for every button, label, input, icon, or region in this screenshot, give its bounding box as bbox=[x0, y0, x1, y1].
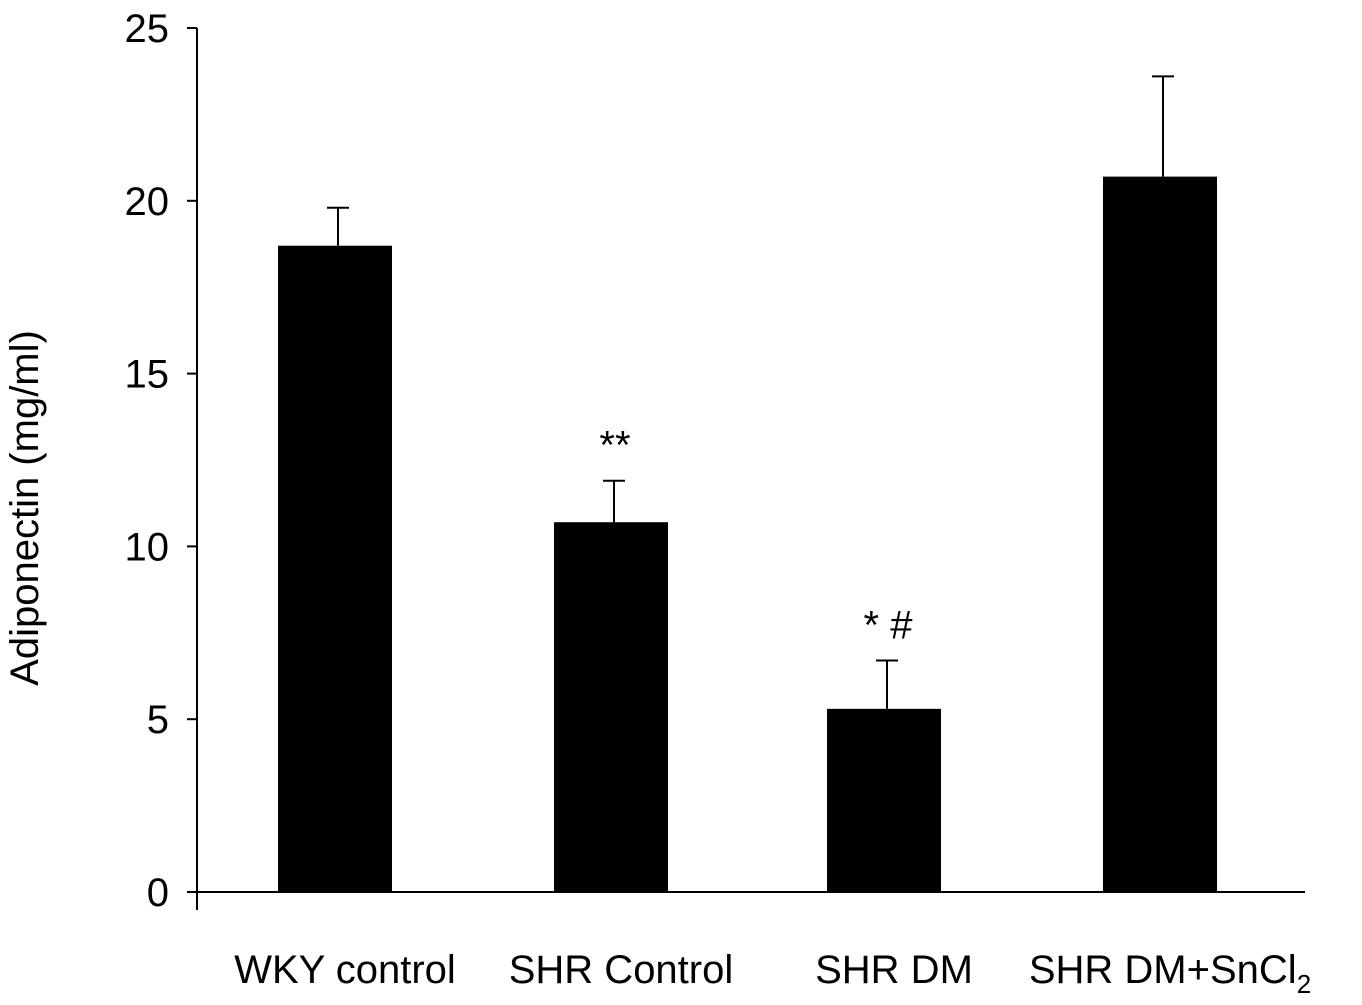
annotations-layer: ** * # bbox=[599, 424, 913, 648]
y-axis-label: Adiponectin (mg/ml) bbox=[3, 330, 47, 686]
x-tick-label: SHR DM+SnCl2 bbox=[1029, 948, 1311, 999]
axes-layer bbox=[196, 28, 1305, 910]
y-tick-label: 0 bbox=[147, 871, 169, 915]
significance-annotation: ** bbox=[599, 424, 630, 468]
x-tick-label-text: WKY control bbox=[234, 948, 456, 992]
x-tick-label-text: SHR DM+SnCl bbox=[1029, 948, 1297, 992]
x-tick-label-text: SHR Control bbox=[509, 948, 734, 992]
y-tick-label: 25 bbox=[125, 7, 170, 51]
bar bbox=[1103, 176, 1217, 892]
bar bbox=[554, 522, 668, 892]
x-tick-label-text: SHR DM bbox=[815, 948, 973, 992]
y-tick-label: 5 bbox=[147, 698, 169, 742]
x-tick-label: SHR Control bbox=[509, 948, 734, 992]
bar bbox=[278, 245, 392, 892]
x-labels-layer: WKY control SHR Control SHR DM SHR DM+SnCl2 bbox=[234, 948, 1311, 999]
x-tick-label: SHR DM bbox=[815, 948, 973, 992]
significance-annotation: * # bbox=[864, 603, 914, 647]
y-tick-label: 10 bbox=[125, 525, 170, 569]
error-bars-layer bbox=[327, 75, 1174, 709]
x-tick-label: WKY control bbox=[234, 948, 456, 992]
bars-layer bbox=[278, 176, 1217, 892]
x-tick-label-subscript: 2 bbox=[1297, 969, 1311, 999]
bar bbox=[827, 708, 941, 892]
y-tick-label: 15 bbox=[125, 353, 170, 397]
y-tick-label: 20 bbox=[125, 180, 170, 224]
y-ticks-layer: 0 5 10 15 20 25 bbox=[125, 7, 197, 915]
